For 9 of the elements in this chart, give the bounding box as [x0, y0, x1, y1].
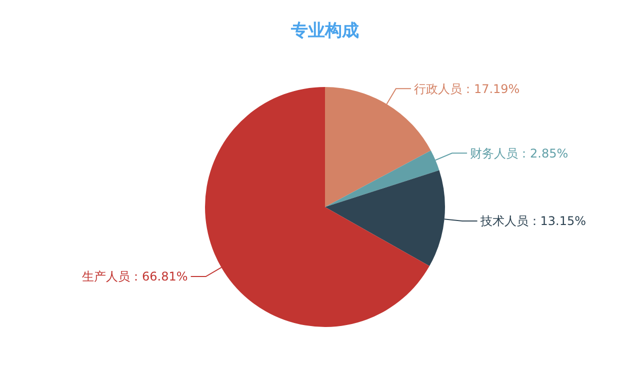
- slice-label: 技术人员: [479, 214, 528, 228]
- slice-label: 生产人员: [82, 270, 130, 284]
- data-label: ：66.81%: [130, 270, 188, 284]
- data-label: ：13.15%: [528, 214, 586, 228]
- data-label: ：17.19%: [462, 82, 520, 96]
- chart-title: 专业构成: [290, 21, 359, 41]
- slice-label: 财务人员: [470, 146, 518, 160]
- data-label: ：2.85%: [518, 146, 568, 160]
- slice-label: 行政人员: [414, 82, 462, 96]
